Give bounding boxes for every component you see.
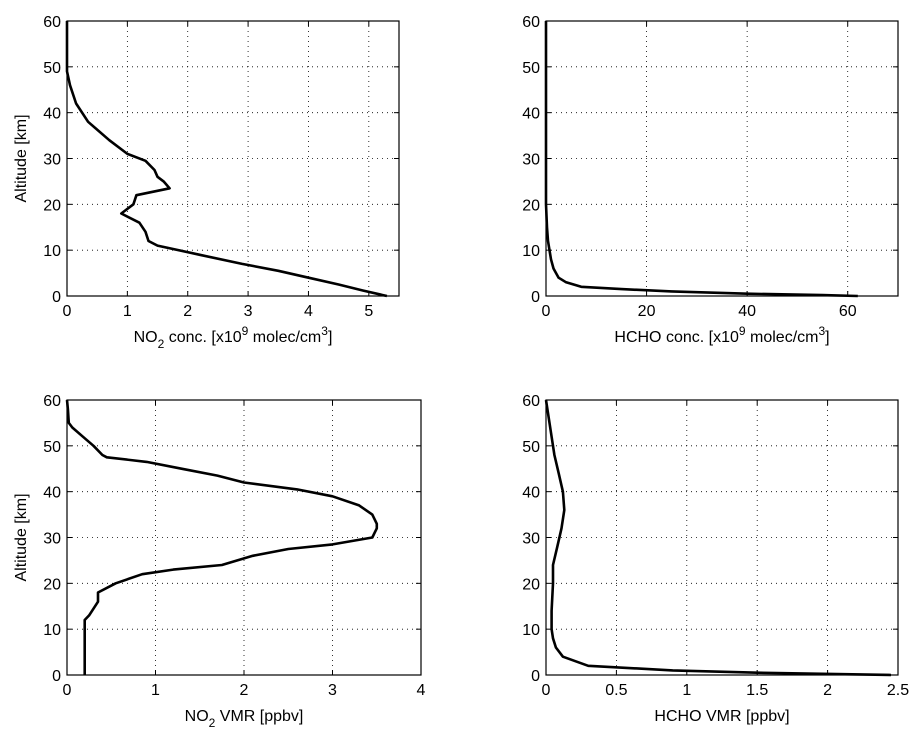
y-tick-label: 60: [522, 393, 540, 410]
x-tick-label: 60: [839, 303, 857, 320]
x-axis-label-part: molec/cm: [746, 329, 819, 346]
profile-line: [65, 21, 388, 298]
y-tick-label: 40: [43, 106, 61, 123]
x-axis-label-part: ]: [825, 329, 829, 346]
x-tick-label: 0: [542, 682, 551, 699]
x-axis-label: NO2 VMR [ppbv]: [185, 708, 304, 730]
y-tick-label: 20: [522, 576, 540, 593]
x-tick-label: 1.5: [746, 682, 768, 699]
x-tick-label: 0: [542, 303, 551, 320]
x-axis-label-part: molec/cm: [248, 329, 321, 346]
x-tick-label: 1: [682, 682, 691, 699]
y-axis-label: Altitude [km]: [13, 493, 30, 581]
y-tick-label: 60: [43, 14, 61, 31]
x-axis-label: HCHO VMR [ppbv]: [654, 708, 789, 725]
x-tick-label: 3: [244, 303, 253, 320]
y-tick-label: 30: [522, 531, 540, 548]
plot-frame: [66, 20, 400, 297]
x-axis-label-part: ]: [328, 329, 332, 346]
y-tick-label: 0: [52, 668, 61, 685]
profile-line: [544, 399, 892, 677]
y-tick-label: 40: [522, 485, 540, 502]
x-tick-label: 1: [151, 682, 160, 699]
x-axis-label-part: 3: [818, 324, 825, 338]
y-tick-label: 60: [522, 14, 540, 31]
x-tick-label: 2: [240, 682, 249, 699]
y-tick-label: 10: [522, 622, 540, 639]
x-tick-label: 4: [304, 303, 313, 320]
x-tick-label: 3: [328, 682, 337, 699]
y-tick-label: 40: [522, 106, 540, 123]
y-tick-label: 0: [531, 289, 540, 306]
y-tick-label: 0: [531, 668, 540, 685]
panel-hcho-vmr: 0 0.5 1 1.5 2 2.5 0 10 20 30 40 50 60 HCHO VMR [ppbv]: [522, 393, 909, 725]
x-axis-label-part: 9: [242, 324, 249, 338]
x-tick-label: 0: [63, 682, 72, 699]
x-tick-label: 0: [63, 303, 72, 320]
y-tick-label: 30: [522, 152, 540, 169]
x-axis-label-part: 3: [321, 324, 328, 338]
x-tick-label: 5: [364, 303, 373, 320]
x-axis-label-part: 2: [209, 716, 216, 730]
y-tick-label: 30: [43, 152, 61, 169]
y-tick-label: 0: [52, 289, 61, 306]
x-axis-label-part: 9: [739, 324, 746, 338]
x-axis-label: HCHO conc. [x109 molec/cm3]: [614, 324, 829, 346]
x-axis-label-part: conc. [x10: [164, 329, 241, 346]
y-tick-label: 20: [522, 197, 540, 214]
x-axis-label-part: NO: [185, 708, 209, 725]
x-tick-label: 4: [417, 682, 426, 699]
x-tick-label: 2: [823, 682, 832, 699]
y-axis-label: Altitude [km]: [13, 114, 30, 202]
x-tick-label: 40: [738, 303, 756, 320]
profile-line: [65, 399, 379, 675]
x-axis-label-part: HCHO conc. [x10: [614, 329, 739, 346]
x-tick-label: 2.5: [887, 682, 909, 699]
x-tick-label: 1: [123, 303, 132, 320]
y-tick-label: 60: [43, 393, 61, 410]
y-tick-label: 20: [43, 576, 61, 593]
x-axis-label-part: HCHO VMR [ppbv]: [654, 708, 789, 725]
x-tick-label: 0.5: [605, 682, 627, 699]
y-tick-label: 40: [43, 485, 61, 502]
x-tick-label: 20: [638, 303, 656, 320]
x-tick-label: 2: [183, 303, 192, 320]
y-tick-label: 50: [43, 439, 61, 456]
x-axis-label-part: VMR [ppbv]: [215, 708, 303, 725]
y-tick-label: 20: [43, 197, 61, 214]
y-tick-label: 10: [43, 243, 61, 260]
panel-hcho-concentration: 0 20 40 60 0 10 20 30 40 50 60 HCHO conc. [x109 mol…: [522, 14, 899, 346]
y-tick-label: 50: [522, 439, 540, 456]
profile-line: [544, 21, 858, 298]
y-tick-label: 30: [43, 531, 61, 548]
x-axis-label-part: NO: [134, 329, 158, 346]
x-axis-label: NO2 conc. [x109 molec/cm3]: [134, 324, 333, 351]
y-tick-label: 50: [522, 60, 540, 77]
y-tick-label: 10: [43, 622, 61, 639]
x-axis-label-part: 2: [158, 337, 165, 351]
y-tick-label: 10: [522, 243, 540, 260]
y-tick-label: 50: [43, 60, 61, 77]
